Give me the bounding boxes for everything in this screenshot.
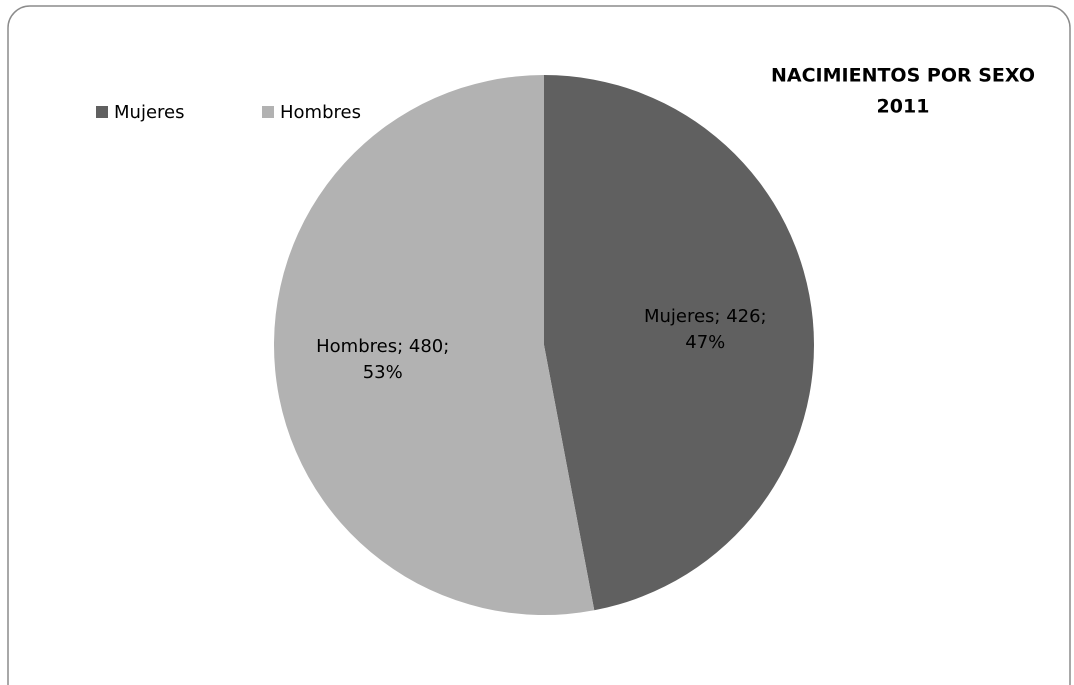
legend-swatch — [262, 106, 274, 118]
chart-title: NACIMIENTOS POR SEXO — [771, 65, 1035, 87]
data-label: Mujeres; 426; — [644, 306, 767, 327]
pie-slice — [544, 75, 815, 611]
pie-slice — [274, 75, 595, 615]
data-label: 47% — [685, 332, 725, 353]
legend-swatch — [96, 106, 108, 118]
data-label: Hombres; 480; — [316, 336, 449, 357]
legend-label: Mujeres — [114, 102, 184, 123]
chart-title: 2011 — [877, 96, 930, 118]
legend-label: Hombres — [280, 102, 361, 123]
data-label: 53% — [363, 362, 403, 383]
